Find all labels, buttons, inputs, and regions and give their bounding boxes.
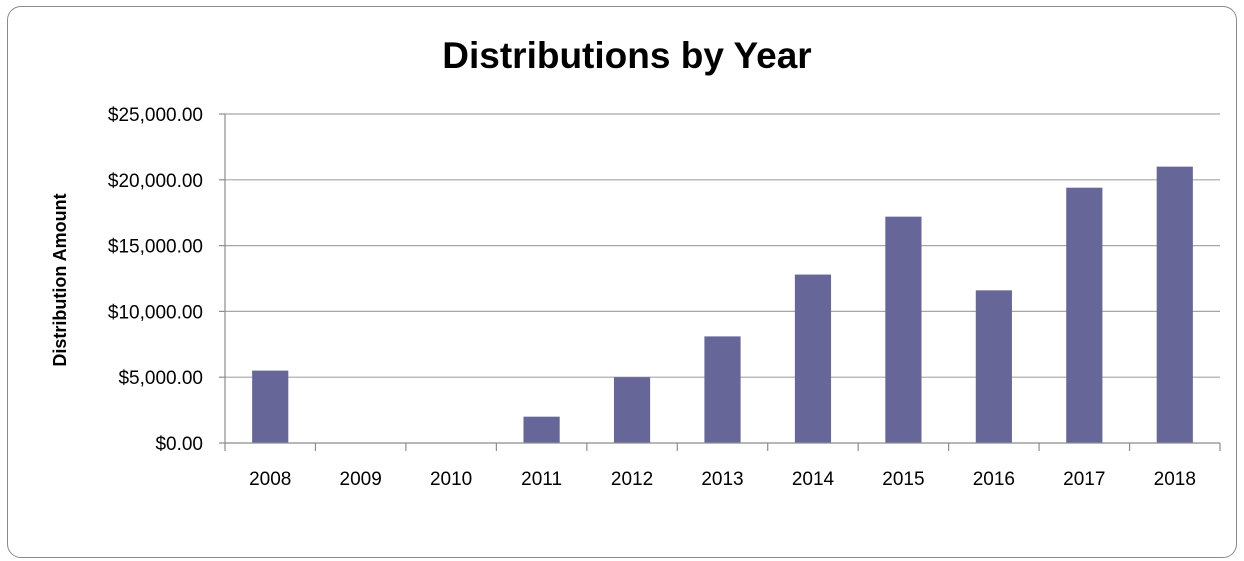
y-tick-label: $20,000.00 [108, 171, 203, 192]
y-tick-label: $10,000.00 [108, 302, 203, 323]
bars [252, 166, 1193, 443]
y-tick-label: $15,000.00 [108, 237, 203, 258]
x-tick-label: 2010 [430, 469, 472, 490]
y-tick-label: $25,000.00 [108, 105, 203, 126]
y-tick-label: $0.00 [155, 434, 203, 455]
x-tick-labels: 2008 2009 2010 2011 2012 2013 2014 2015 2016 2017… [249, 469, 1196, 490]
y-axis-label: Distribution Amount [50, 193, 70, 366]
x-tick-label: 2016 [973, 469, 1015, 490]
x-tick-label: 2009 [340, 469, 382, 490]
bar-2014 [794, 274, 832, 443]
bar-2008 [252, 370, 289, 443]
bar-2015 [885, 216, 922, 443]
bar-2013 [704, 336, 741, 443]
bar-2012 [613, 377, 651, 443]
x-tick-label: 2018 [1154, 469, 1196, 490]
y-tick-label: $5,000.00 [118, 368, 203, 389]
chart-frame [7, 6, 1237, 558]
x-tick-label: 2011 [521, 469, 562, 490]
chart-title: Distributions by Year [442, 35, 811, 76]
bar-2011 [523, 416, 560, 443]
x-tick-label: 2008 [249, 469, 291, 490]
bar-2017 [1066, 187, 1103, 443]
y-tick-labels: $0.00 $5,000.00 $10,000.00 $15,000.00 $20,00… [108, 105, 203, 455]
bar-2016 [975, 290, 1012, 443]
bar-2018 [1156, 166, 1193, 443]
x-tick-label: 2014 [792, 469, 835, 490]
axes [219, 113, 1221, 451]
x-tick-label: 2012 [611, 469, 653, 490]
x-tick-label: 2017 [1063, 469, 1105, 490]
gridlines [225, 113, 1220, 378]
x-tick-label: 2013 [701, 469, 743, 490]
x-tick-label: 2015 [882, 469, 924, 490]
